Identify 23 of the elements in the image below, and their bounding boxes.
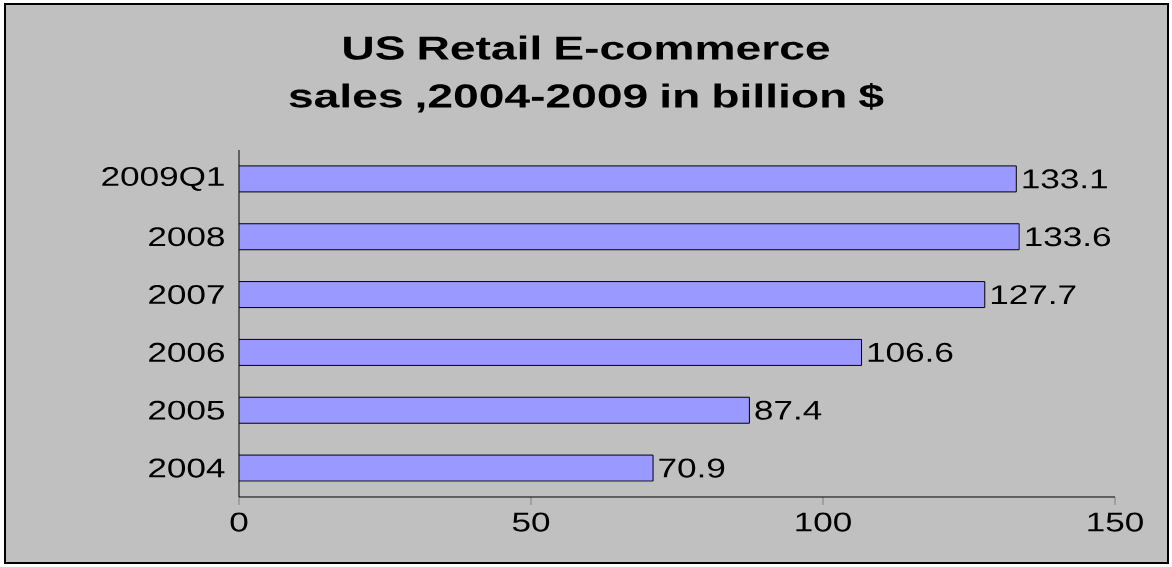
bar xyxy=(239,454,654,482)
data-label: 87.4 xyxy=(755,400,822,420)
y-tick-label: 2005 xyxy=(149,400,224,420)
bar xyxy=(239,281,986,309)
x-tick-label: 50 xyxy=(512,512,550,532)
bar xyxy=(239,223,1020,251)
x-tick-label: 0 xyxy=(230,512,248,532)
x-tick-label: 100 xyxy=(796,512,851,532)
bar xyxy=(239,165,1017,193)
bar xyxy=(239,338,863,366)
data-label: 106.6 xyxy=(868,342,953,362)
x-tick-label: 150 xyxy=(1088,512,1143,532)
y-tick-label: 2007 xyxy=(149,285,224,305)
y-tick-label: 2009Q1 xyxy=(102,166,224,191)
data-label: 133.6 xyxy=(1026,227,1110,247)
chart-title: US Retail E-commerce sales ,2004-2009 in billion $ xyxy=(289,35,884,113)
data-label: 127.7 xyxy=(991,285,1076,304)
bar xyxy=(239,396,750,424)
y-tick-label: 2004 xyxy=(149,458,225,478)
y-tick-label: 2008 xyxy=(149,227,224,247)
data-label: 70.9 xyxy=(659,458,725,478)
data-label: 133.1 xyxy=(1023,169,1107,189)
y-tick-label: 2006 xyxy=(149,342,224,362)
